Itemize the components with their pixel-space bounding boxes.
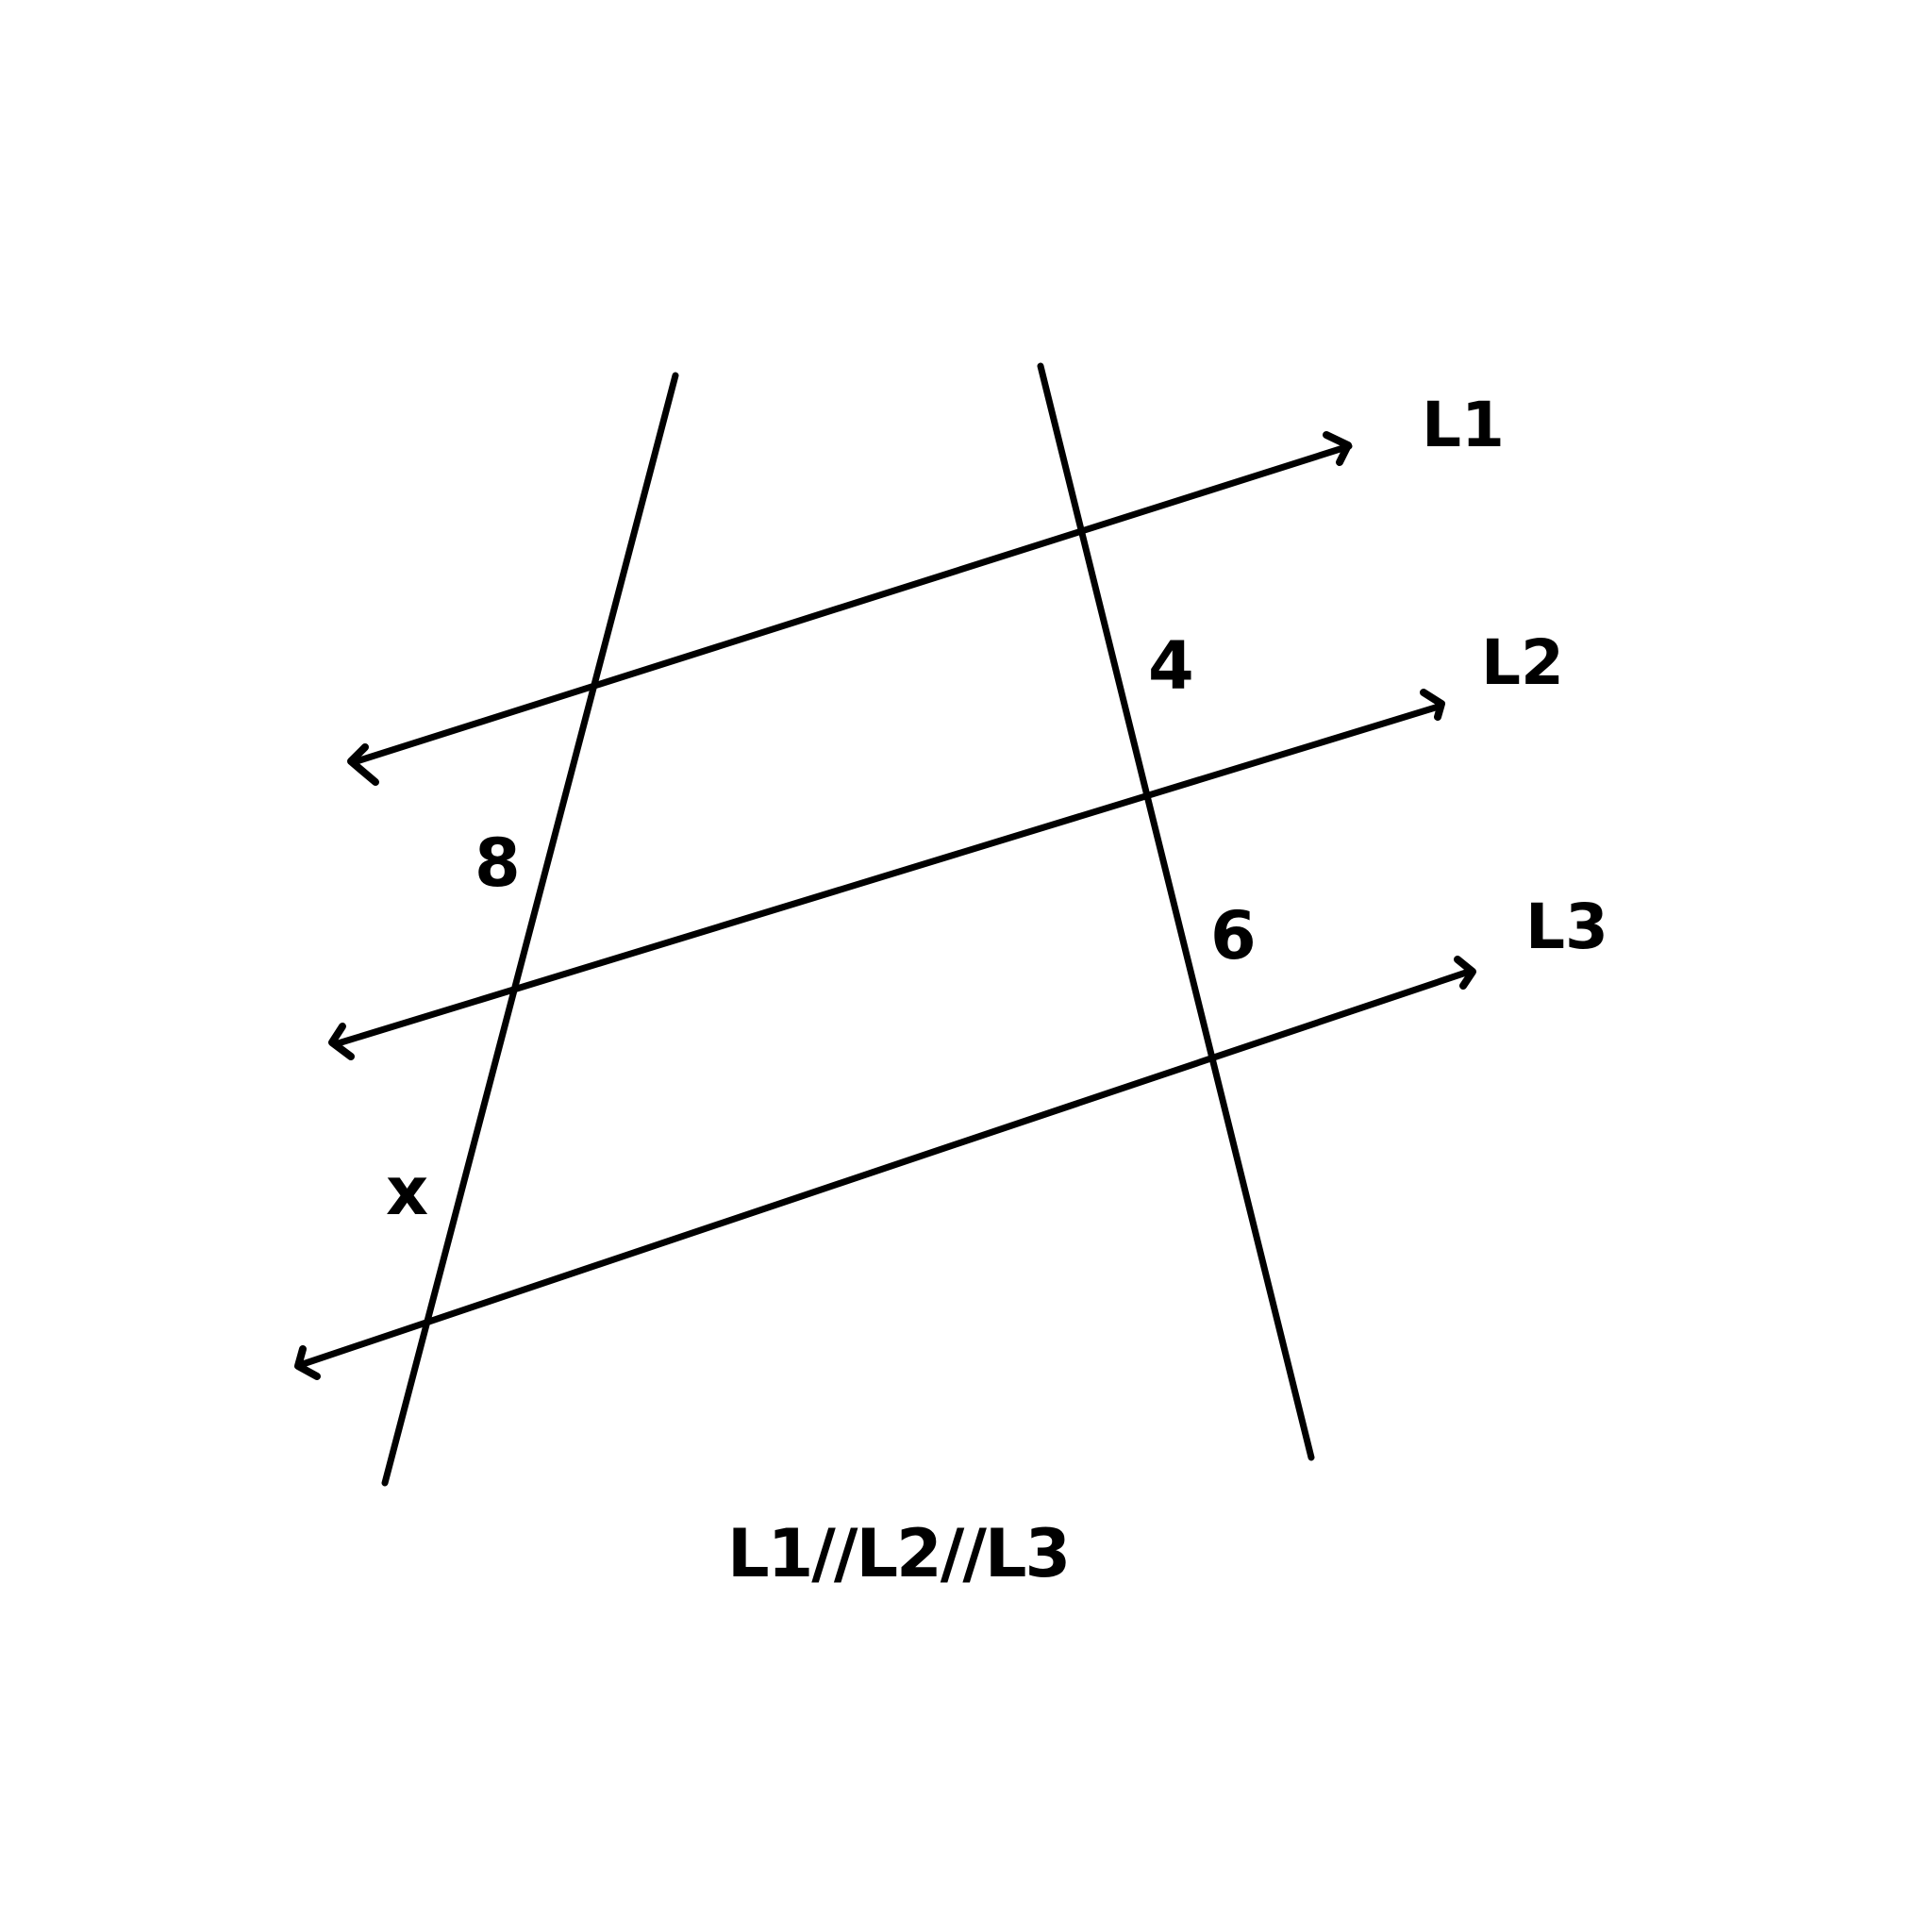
line-l1: [350, 442, 1353, 766]
line-l3-right-arrowhead: [1454, 956, 1476, 990]
parallel-caption: L1//L2//L3: [727, 1515, 1071, 1592]
line-l1-right-arrowhead: [1323, 431, 1352, 466]
line-label-l2: L2: [1481, 626, 1564, 699]
line-label-l1: L1: [1422, 389, 1505, 461]
line-l1-left-arrowhead: [347, 743, 379, 786]
left-transversal: [381, 372, 679, 1487]
line-label-l3: L3: [1525, 891, 1608, 963]
line-l3-left-arrowhead: [294, 1345, 321, 1380]
line-l2-left-arrowhead: [328, 1023, 355, 1060]
segment-label-8: 8: [475, 824, 521, 902]
line-l2-right-arrowhead: [1420, 689, 1445, 721]
right-transversal: [1037, 362, 1315, 1461]
segment-label-6: 6: [1210, 897, 1257, 974]
line-l3: [296, 968, 1473, 1369]
segment-label-x: x: [386, 1153, 429, 1230]
segment-label-4: 4: [1148, 627, 1194, 705]
line-l2: [331, 703, 1442, 1048]
